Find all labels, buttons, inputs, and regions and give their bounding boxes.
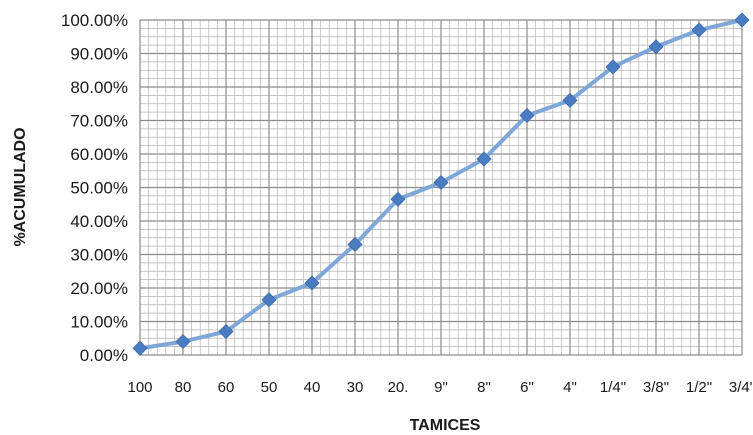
x-tick-label: 20. — [388, 379, 409, 396]
data-point-marker — [433, 174, 449, 191]
y-tick-label: 70.00% — [70, 112, 128, 131]
x-tick-label: 1/4" — [600, 379, 626, 396]
y-tick-label: 50.00% — [70, 179, 128, 198]
x-tick-label: 100 — [127, 379, 152, 396]
y-tick-label: 30.00% — [70, 246, 128, 265]
x-axis-ticks: 100 80 60 50 40 30 20. 9" 8" 6" 4" 1/4" 3/8" 1/2" 3/4" — [127, 379, 753, 396]
y-tick-label: 0.00% — [80, 346, 128, 365]
y-axis-title: %ACUMULADO — [12, 127, 29, 246]
y-axis-ticks: 0.00% 10.00% 20.00% 30.00% 40.00% 50.00% 60.00… — [61, 11, 128, 365]
data-point-marker — [390, 191, 406, 207]
x-tick-label: 80 — [175, 379, 192, 396]
data-point-marker — [734, 12, 750, 28]
data-point-marker — [132, 340, 148, 356]
data-point-marker — [648, 39, 664, 55]
x-tick-label: 30 — [347, 379, 364, 396]
x-tick-label: 3/8" — [643, 379, 669, 396]
data-point-marker — [605, 59, 621, 75]
x-tick-label: 1/2" — [686, 379, 712, 396]
y-tick-label: 40.00% — [70, 212, 128, 231]
grid — [139, 19, 743, 356]
data-point-marker — [218, 323, 234, 340]
x-tick-label: 50 — [261, 379, 278, 396]
x-tick-label: 60 — [218, 379, 235, 396]
data-point-marker — [304, 275, 320, 291]
x-tick-label: 3/4" — [729, 379, 753, 396]
y-tick-label: 10.00% — [70, 313, 128, 332]
x-tick-label: 40 — [304, 379, 321, 396]
y-tick-label: 20.00% — [70, 279, 128, 298]
data-point-marker — [175, 334, 191, 350]
x-axis-title: TAMICES — [410, 417, 481, 434]
data-point-marker — [347, 236, 363, 253]
data-point-marker — [519, 107, 535, 124]
y-tick-label: 80.00% — [70, 78, 128, 97]
y-tick-label: 60.00% — [70, 145, 128, 164]
x-tick-label: 8" — [477, 379, 491, 396]
y-tick-label: 90.00% — [70, 45, 128, 64]
x-tick-label: 4" — [563, 379, 577, 396]
data-point-marker — [476, 151, 492, 167]
data-point-marker — [562, 92, 578, 108]
series-markers — [132, 12, 750, 356]
x-tick-label: 6" — [520, 379, 534, 396]
data-point-marker — [261, 292, 277, 308]
y-tick-label: 100.00% — [61, 11, 128, 30]
data-point-marker — [691, 22, 707, 38]
x-tick-label: 9" — [434, 379, 448, 396]
